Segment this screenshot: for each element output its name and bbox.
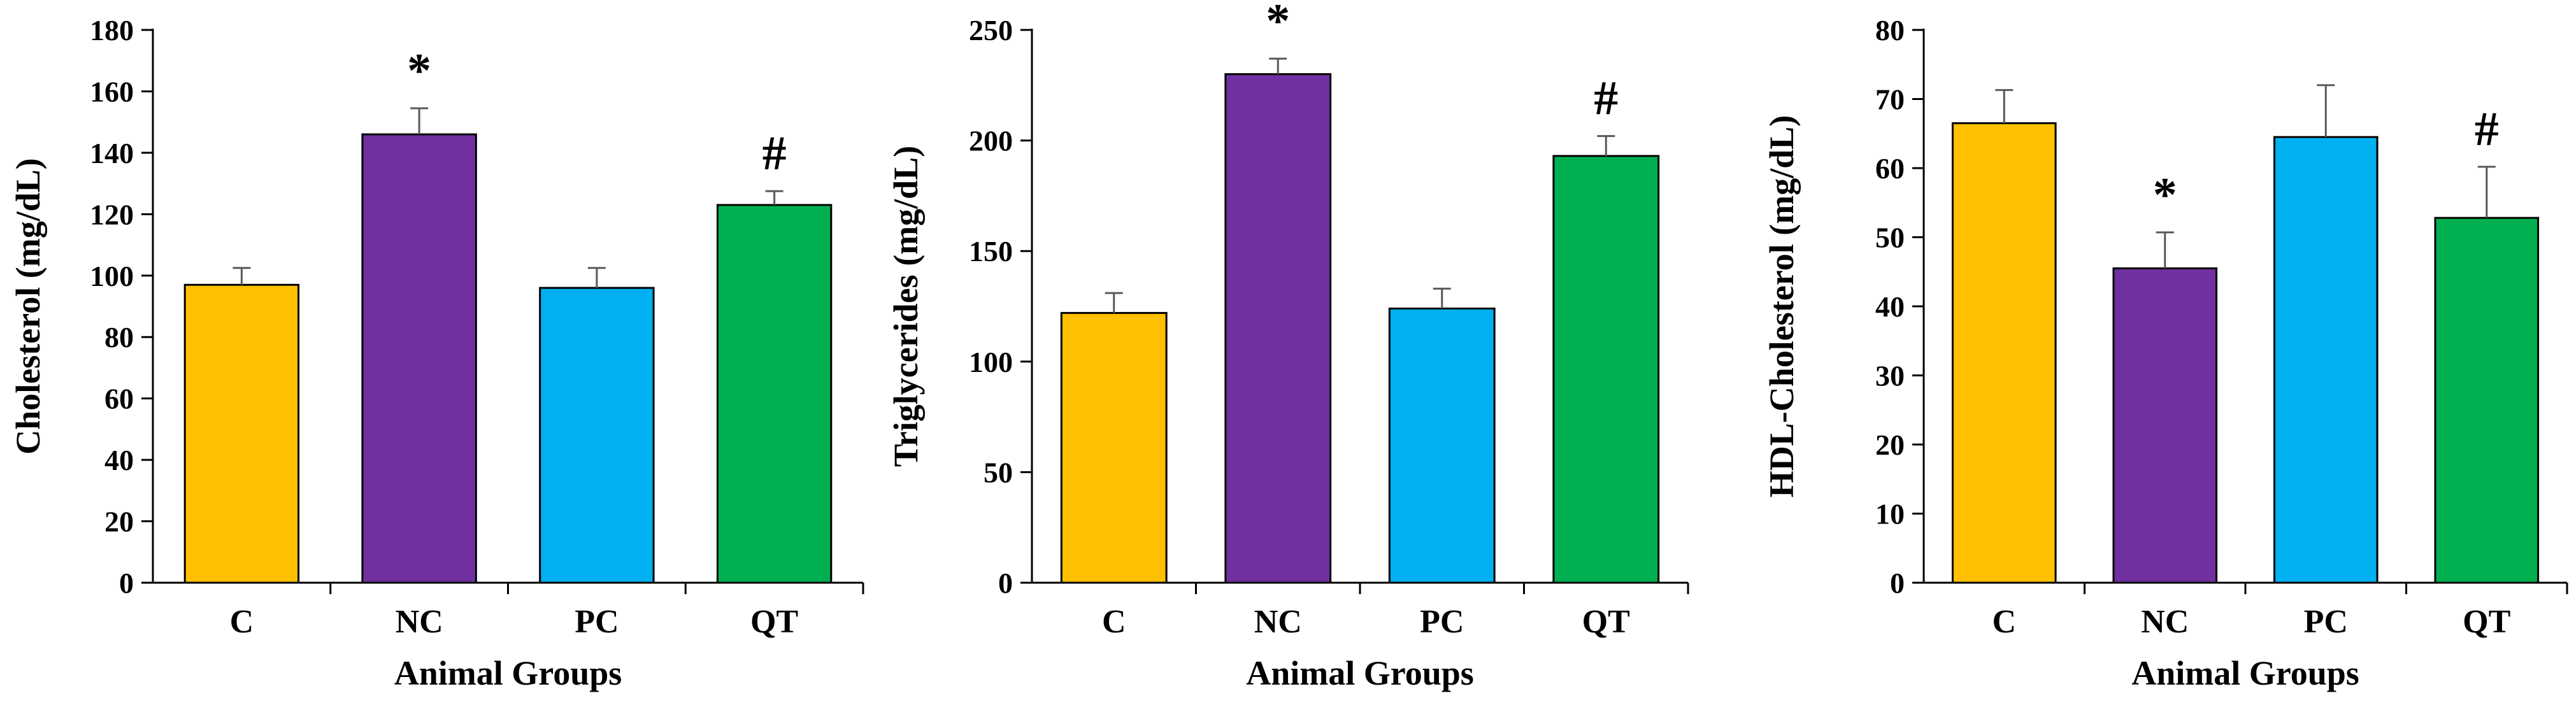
x-axis-title: Animal Groups: [1246, 654, 1474, 692]
bar-c: [183, 283, 300, 584]
bar-qt: [716, 204, 833, 584]
x-category-label: NC: [396, 604, 443, 640]
y-tick-label: 200: [969, 125, 1013, 157]
y-tick-label: 10: [1875, 498, 1905, 530]
y-tick-label: 0: [998, 567, 1013, 599]
x-category-label: C: [230, 604, 254, 640]
y-tick-label: 0: [119, 567, 134, 599]
significance-marker: *: [2153, 168, 2177, 222]
bar-pc: [2273, 136, 2379, 584]
y-tick-label: 180: [90, 14, 134, 46]
bar-pc: [1388, 307, 1496, 584]
bar-nc: [1224, 73, 1332, 584]
chart-panel-1: 0 20 40 60 80 100 120 140 160 180 C * NC PC # QT Animal …: [9, 14, 864, 692]
significance-marker: #: [1594, 72, 1618, 125]
x-category-label: PC: [1420, 604, 1464, 640]
y-tick-label: 40: [1875, 290, 1905, 323]
x-category-label: NC: [1254, 604, 1302, 640]
y-tick-label: 150: [969, 235, 1013, 267]
x-category-label: NC: [2141, 604, 2189, 640]
x-category-label: PC: [575, 604, 619, 640]
x-category-label: QT: [1582, 604, 1630, 640]
y-axis-title: Triglycerides (mg/dL): [887, 146, 925, 467]
y-tick-label: 60: [104, 383, 134, 415]
bar-nc: [2112, 267, 2218, 584]
bar-c: [1060, 311, 1168, 584]
bar-qt: [2434, 217, 2540, 584]
significance-marker: #: [2475, 103, 2499, 156]
significance-marker: #: [762, 127, 787, 180]
bar-qt: [1552, 155, 1660, 584]
x-category-label: QT: [750, 604, 798, 640]
x-category-label: C: [1102, 604, 1126, 640]
y-tick-label: 140: [90, 137, 134, 169]
y-tick-label: 70: [1875, 83, 1905, 116]
y-tick-label: 60: [1875, 152, 1905, 185]
y-tick-label: 100: [969, 346, 1013, 378]
y-tick-label: 20: [104, 506, 134, 538]
y-tick-label: 0: [1890, 567, 1905, 599]
y-tick-label: 250: [969, 14, 1013, 46]
y-tick-label: 50: [1875, 222, 1905, 254]
x-axis-title: Animal Groups: [394, 654, 622, 692]
y-tick-label: 80: [104, 321, 134, 353]
y-tick-label: 20: [1875, 429, 1905, 461]
y-axis-title: Cholesterol (mg/dL): [9, 158, 47, 454]
x-category-label: QT: [2463, 604, 2510, 640]
chart-panel-2: 0 50 100 150 200 250 C * NC PC # QT Animal Groups Tri…: [887, 0, 1689, 692]
x-category-label: PC: [2304, 604, 2348, 640]
y-tick-label: 40: [104, 444, 134, 476]
bar-pc: [539, 287, 655, 584]
y-tick-label: 50: [984, 456, 1013, 488]
bar-nc: [361, 133, 477, 584]
y-tick-label: 160: [90, 75, 134, 108]
x-category-label: C: [1992, 604, 2016, 640]
significance-marker: *: [1266, 0, 1290, 48]
y-tick-label: 80: [1875, 14, 1905, 46]
x-axis-title: Animal Groups: [2131, 654, 2359, 692]
y-axis-title: HDL-Cholesterol (mg/dL): [1763, 115, 1801, 497]
bar-c: [1951, 122, 2057, 584]
y-tick-label: 30: [1875, 360, 1905, 392]
y-tick-label: 100: [90, 260, 134, 292]
chart-panel-3: 0 10 20 30 40 50 60 70 80 C * NC PC # QT Animal Groups H…: [1763, 14, 2568, 692]
significance-marker: *: [407, 44, 431, 97]
y-tick-label: 120: [90, 198, 134, 231]
